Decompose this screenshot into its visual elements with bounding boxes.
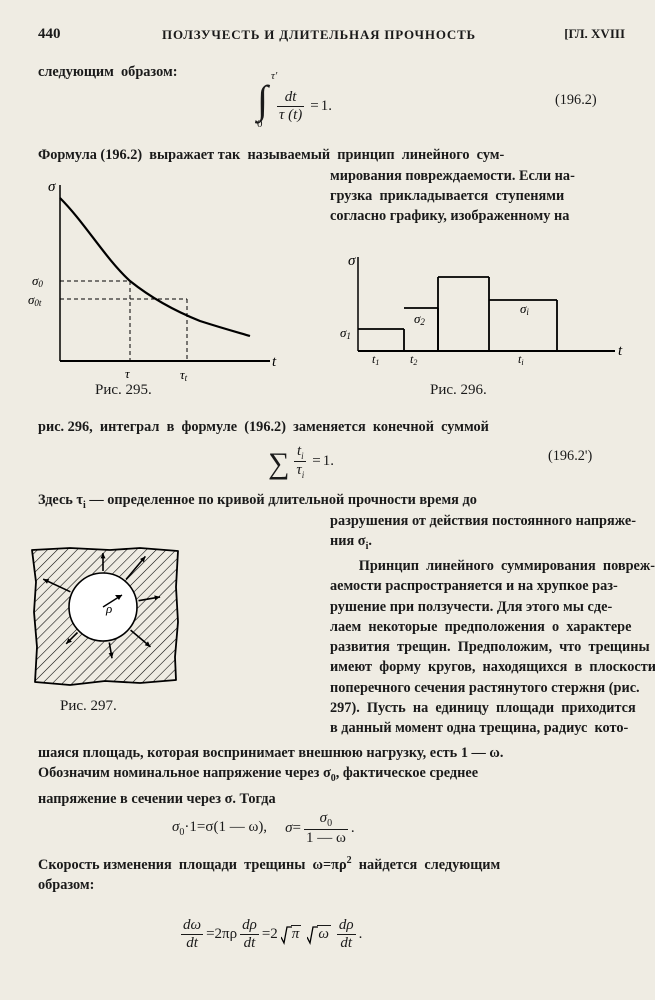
svg-text:σ: σ <box>348 253 356 269</box>
svg-text:ti: ti <box>518 352 524 367</box>
svg-text:σ: σ <box>48 183 56 195</box>
svg-text:t1: t1 <box>372 352 379 367</box>
svg-text:τt: τt <box>180 367 188 383</box>
svg-text:σ0: σ0 <box>32 273 43 289</box>
svg-text:σ1: σ1 <box>340 325 351 341</box>
svg-text:σ2: σ2 <box>414 311 425 327</box>
svg-text:t: t <box>618 343 623 359</box>
svg-text:ρ: ρ <box>105 601 112 616</box>
svg-text:τ: τ <box>125 366 131 381</box>
svg-text:t2: t2 <box>410 352 417 367</box>
svg-text:σi: σi <box>520 301 529 317</box>
svg-text:σ0t: σ0t <box>28 292 42 308</box>
svg-text:t: t <box>272 354 277 370</box>
